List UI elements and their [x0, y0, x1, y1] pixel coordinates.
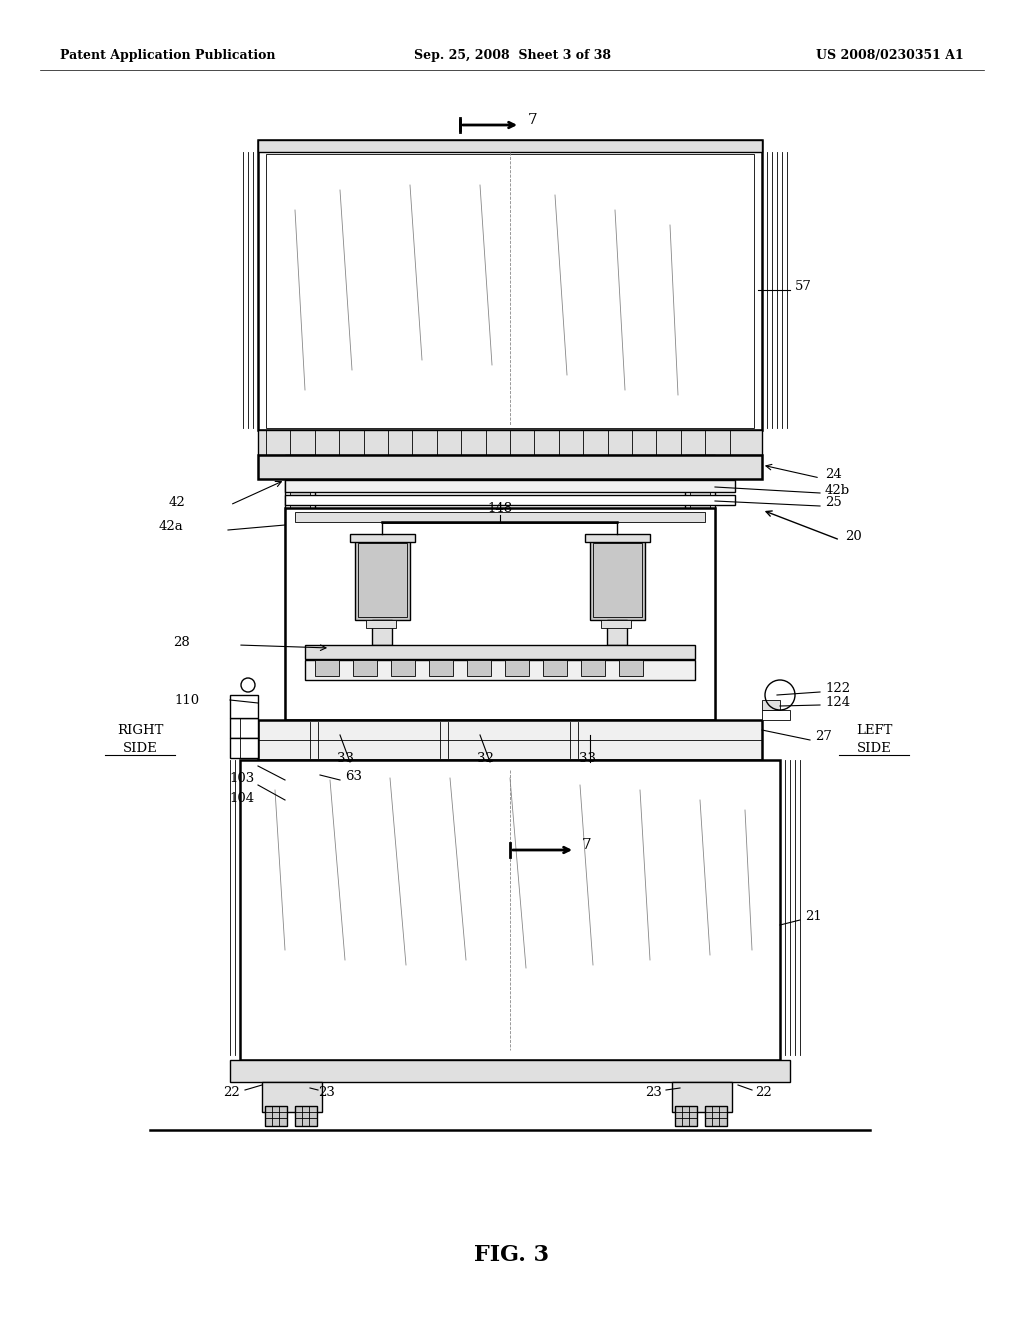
Bar [372, 620, 392, 645]
Text: SIDE: SIDE [857, 742, 891, 755]
Text: 124: 124 [825, 696, 850, 709]
Bar [315, 660, 339, 676]
Text: Sep. 25, 2008  Sheet 3 of 38: Sep. 25, 2008 Sheet 3 of 38 [414, 49, 610, 62]
Bar [258, 455, 762, 479]
Bar [685, 455, 715, 719]
Bar [305, 660, 695, 680]
Text: 42a: 42a [159, 520, 183, 533]
Text: RIGHT: RIGHT [117, 723, 163, 737]
Bar [285, 495, 735, 506]
Text: 33: 33 [337, 751, 353, 764]
Text: 25: 25 [825, 496, 842, 510]
Bar [262, 1082, 322, 1111]
Text: 24: 24 [825, 469, 842, 482]
Bar [290, 459, 310, 718]
Bar [467, 660, 490, 676]
Text: 23: 23 [645, 1085, 662, 1098]
Bar [358, 543, 407, 616]
Bar [590, 540, 645, 620]
Bar [265, 1106, 287, 1126]
Text: 148: 148 [487, 502, 513, 515]
Bar [230, 718, 258, 738]
Bar [593, 543, 642, 616]
Bar [366, 620, 396, 628]
Bar [240, 760, 780, 1060]
Text: Patent Application Publication: Patent Application Publication [60, 49, 275, 62]
Bar [285, 480, 735, 492]
Bar [762, 700, 780, 710]
Text: 33: 33 [580, 751, 597, 764]
Bar [285, 455, 315, 719]
Bar [607, 620, 627, 645]
Bar [675, 1106, 697, 1126]
Text: 21: 21 [805, 911, 821, 924]
Bar [230, 738, 258, 758]
Text: 28: 28 [173, 635, 190, 648]
Bar [285, 508, 715, 719]
Bar [350, 535, 415, 543]
Bar [705, 1106, 727, 1126]
Text: 7: 7 [582, 838, 592, 851]
Bar [601, 620, 631, 628]
Text: 57: 57 [795, 281, 812, 293]
Text: US 2008/0230351 A1: US 2008/0230351 A1 [816, 49, 964, 62]
Bar [266, 154, 754, 428]
Text: 27: 27 [815, 730, 831, 743]
Bar [305, 645, 695, 659]
Bar [618, 660, 643, 676]
Text: 23: 23 [318, 1085, 335, 1098]
Bar [690, 459, 710, 718]
Text: 122: 122 [825, 682, 850, 696]
Bar [391, 660, 415, 676]
Text: 32: 32 [476, 751, 494, 764]
Bar [258, 140, 762, 152]
Bar [505, 660, 529, 676]
Text: 20: 20 [845, 531, 862, 544]
Text: 22: 22 [755, 1085, 772, 1098]
Bar [230, 696, 258, 718]
Text: 104: 104 [229, 792, 255, 804]
Text: 103: 103 [229, 771, 255, 784]
Text: LEFT: LEFT [856, 723, 892, 737]
Text: 7: 7 [528, 114, 538, 127]
Text: FIG. 3: FIG. 3 [474, 1243, 550, 1266]
Bar [585, 535, 650, 543]
Bar [543, 660, 567, 676]
Bar [672, 1082, 732, 1111]
Bar [295, 1106, 317, 1126]
Text: 63: 63 [345, 771, 362, 784]
Bar [429, 660, 453, 676]
Text: 22: 22 [223, 1085, 240, 1098]
Bar [258, 430, 762, 455]
Text: 42b: 42b [825, 483, 850, 496]
Text: SIDE: SIDE [123, 742, 158, 755]
Bar [762, 710, 790, 719]
Bar [258, 140, 762, 430]
Bar [581, 660, 605, 676]
Bar [295, 512, 705, 521]
Text: 110: 110 [175, 693, 200, 706]
Bar [355, 540, 410, 620]
Text: 42: 42 [168, 495, 185, 508]
Bar [230, 1060, 790, 1082]
Bar [353, 660, 377, 676]
Bar [258, 719, 762, 760]
